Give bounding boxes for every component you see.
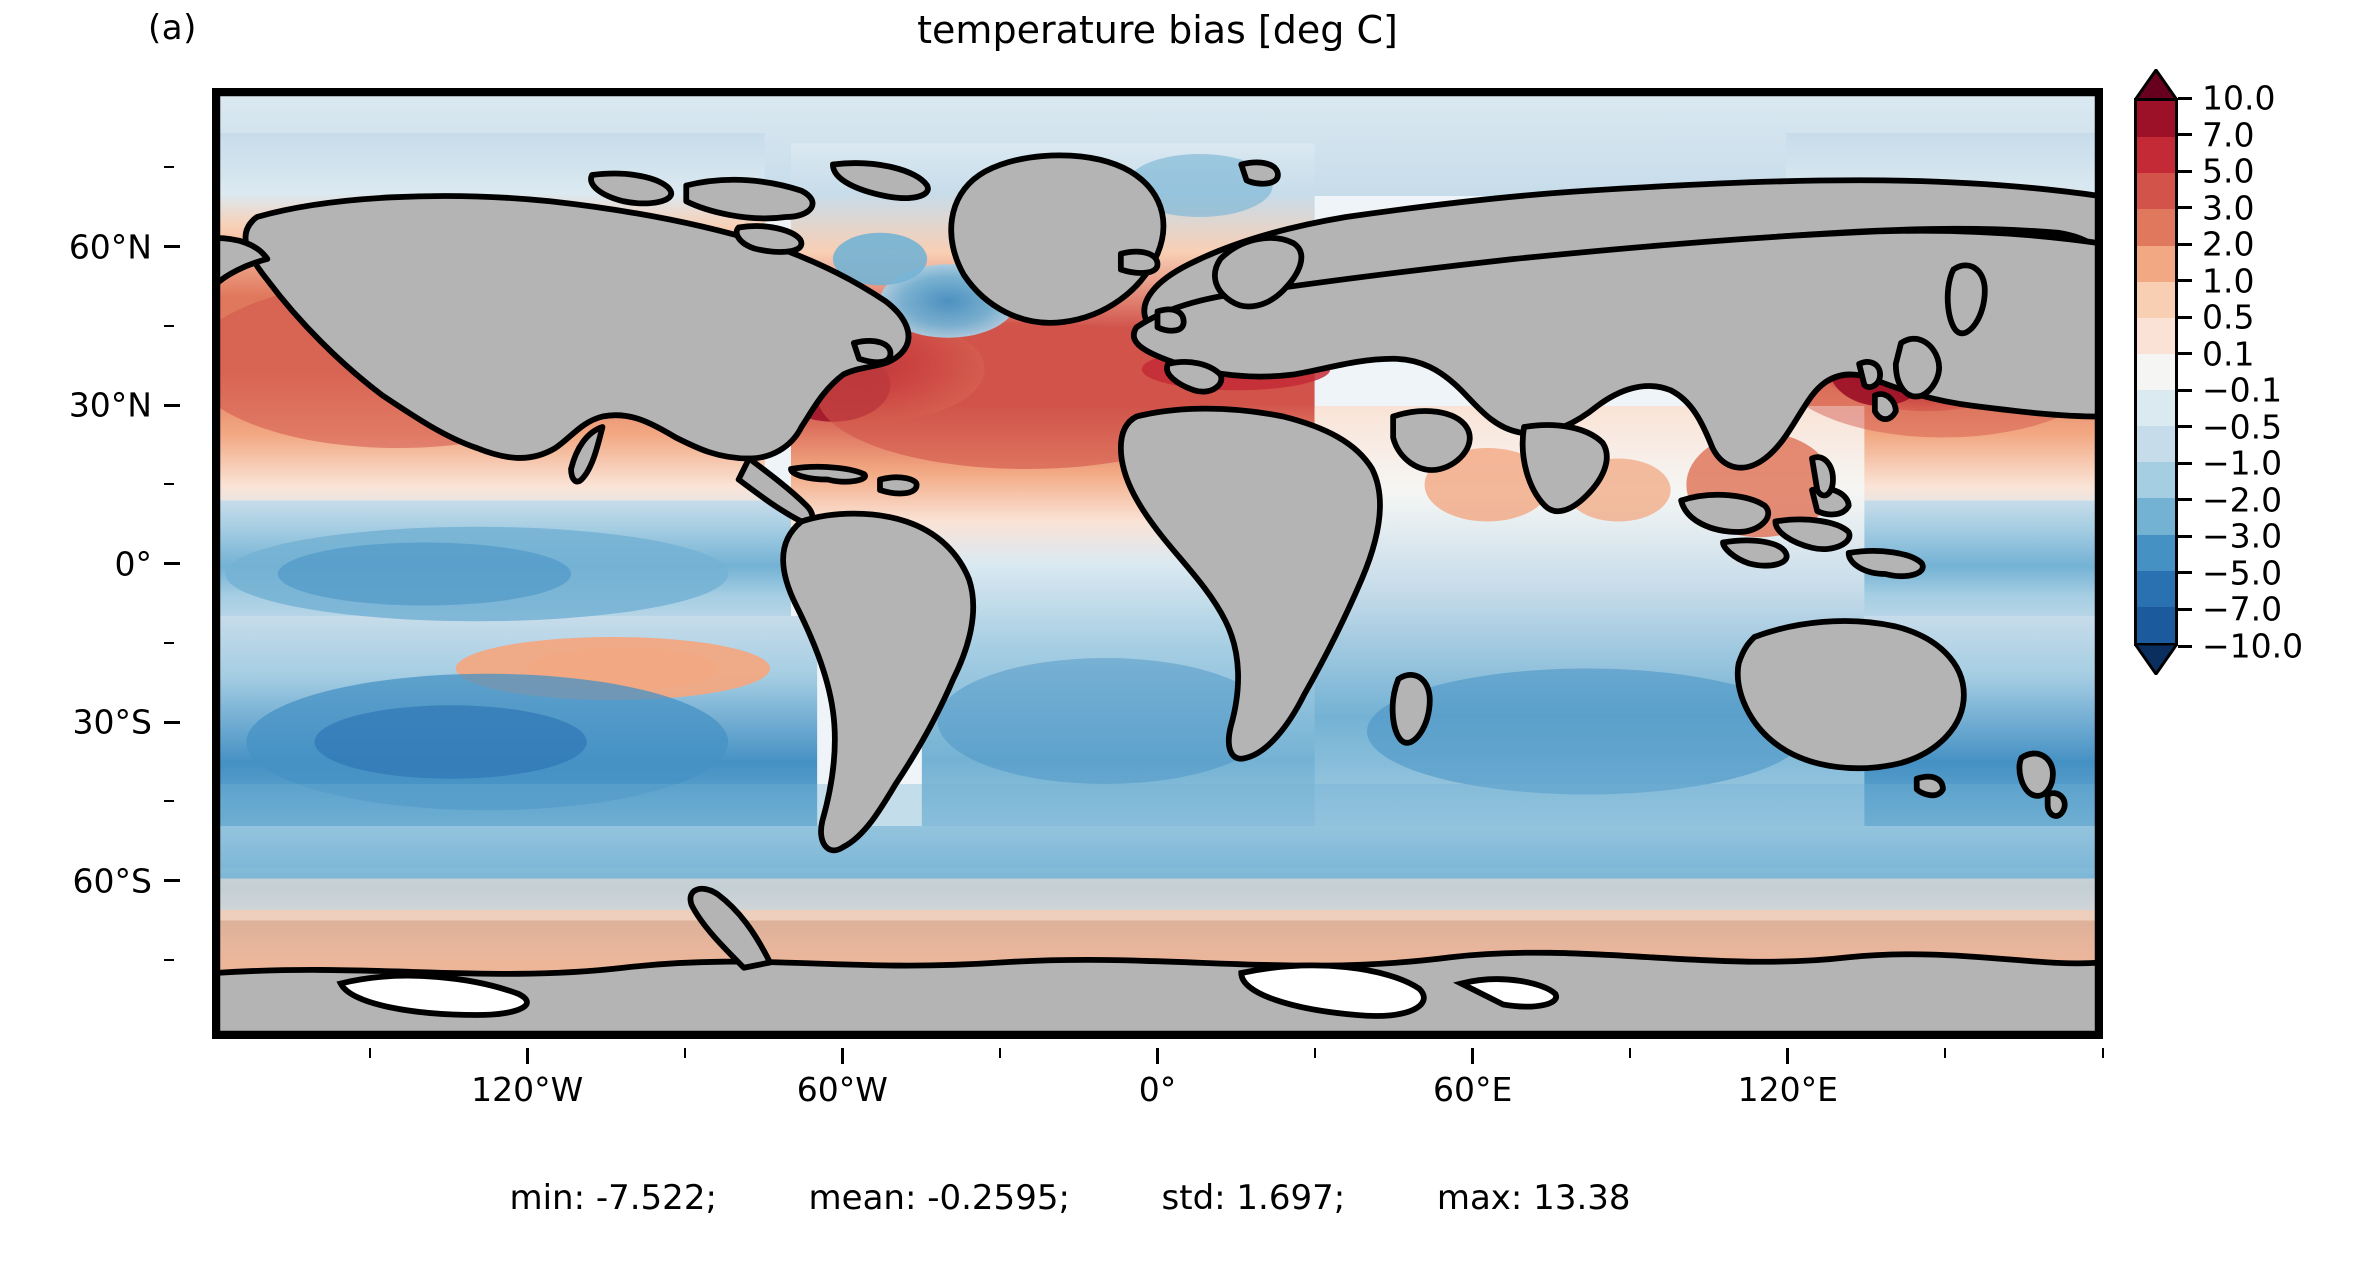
colorbar-tick-mark <box>2178 315 2192 319</box>
colorbar-tick-mark <box>2178 534 2192 538</box>
longitude-tick-label: 0° <box>1138 1070 1177 1109</box>
latitude-tick-label: 60°N <box>68 227 152 266</box>
statistics-line: min: -7.522; mean: -0.2595; std: 1.697; … <box>0 1178 2140 1218</box>
colorbar-tick-mark <box>2178 461 2192 465</box>
longitude-minor-tick <box>683 1048 686 1058</box>
colorbar-tick-mark <box>2178 388 2192 392</box>
colorbar-tick-label: −0.1 <box>2202 370 2283 410</box>
latitude-tick-label: 0° <box>114 544 153 583</box>
colorbar-segment <box>2137 462 2175 499</box>
colorbar-ticks: 10.0 7.0 5.0 3.0 2.0 1.0 0.5 0.1 −0.1 −0.5 −1.0 −2.… <box>2126 72 2362 672</box>
colorbar-tick-label: −1.0 <box>2202 443 2283 483</box>
colorbar-tick-mark <box>2178 133 2192 137</box>
panel-label: (a) <box>148 8 197 48</box>
colorbar-segment <box>2137 281 2175 318</box>
colorbar-tick-mark <box>2178 242 2192 246</box>
stat-mean: mean: -0.2595; <box>808 1178 1070 1218</box>
longitude-minor-tick <box>1314 1048 1317 1058</box>
colorbar-tick-label: 2.0 <box>2202 224 2255 264</box>
longitude-minor-tick <box>1629 1048 1632 1058</box>
colorbar-segment <box>2137 534 2175 571</box>
colorbar-segment <box>2137 498 2175 535</box>
longitude-tick-label: 60°E <box>1432 1070 1513 1109</box>
latitude-tick-mark <box>164 879 180 882</box>
latitude-tick-mark <box>164 403 180 407</box>
colorbar-segment <box>2137 606 2175 643</box>
colorbar-tick-label: 1.0 <box>2202 261 2255 301</box>
colorbar-tick-label: −7.0 <box>2202 589 2283 629</box>
longitude-minor-tick <box>2102 1048 2104 1058</box>
colorbar-tick-label: −10.0 <box>2202 626 2304 666</box>
latitude-minor-tick <box>164 483 174 486</box>
colorbar-tick-label: 3.0 <box>2202 188 2255 228</box>
colorbar-tick-label: −5.0 <box>2202 553 2283 593</box>
latitude-tick-label: 30°S <box>72 702 152 742</box>
longitude-minor-tick <box>1944 1048 1947 1058</box>
colorbar-tick-label: −2.0 <box>2202 480 2283 520</box>
longitude-tick-label: 60°W <box>796 1070 888 1109</box>
colorbar-tick-label: 0.1 <box>2202 334 2255 374</box>
latitude-axis: 60°N 30°N 0° 30°S 60°S <box>0 88 180 1039</box>
longitude-tick-mark <box>1471 1048 1475 1064</box>
colorbar-segment <box>2137 209 2175 246</box>
colorbar-tick-mark <box>2178 206 2192 210</box>
colorbar-tick-mark <box>2178 425 2192 429</box>
colorbar-tick-mark <box>2178 644 2192 648</box>
colorbar-segment <box>2137 353 2175 390</box>
longitude-minor-tick <box>368 1048 371 1058</box>
page-title: temperature bias [deg C] <box>917 8 1398 52</box>
land-polygons <box>215 152 2100 1036</box>
colorbar-gradient <box>2134 98 2178 646</box>
colorbar-tick-mark <box>2178 498 2192 502</box>
colorbar-segment <box>2137 101 2175 138</box>
map-plot-area[interactable] <box>212 88 2103 1039</box>
longitude-tick-label: 120°W <box>471 1070 584 1109</box>
stat-min: min: -7.522; <box>509 1178 717 1218</box>
longitude-tick-mark <box>525 1048 529 1064</box>
colorbar-tick-label: 5.0 <box>2202 151 2255 191</box>
longitude-axis: 120°W 60°W 0° 60°E 120°E <box>212 1048 2104 1109</box>
world-bias-map <box>215 91 2100 1036</box>
colorbar-tick-label: 7.0 <box>2202 115 2255 155</box>
latitude-tick-mark <box>164 562 180 565</box>
colorbar-tick-label: −3.0 <box>2202 516 2283 556</box>
latitude-tick-mark <box>164 720 180 724</box>
colorbar-tick-mark <box>2178 607 2192 611</box>
longitude-tick-mark <box>1786 1048 1790 1064</box>
colorbar-tick-label: 0.5 <box>2202 297 2255 337</box>
antarctic-ice-shelves <box>336 962 1559 1019</box>
colorbar-segment <box>2137 426 2175 463</box>
latitude-minor-tick <box>164 166 174 169</box>
colorbar-tick-mark <box>2178 571 2192 575</box>
colorbar-segment <box>2137 173 2175 210</box>
colorbar-segment <box>2137 570 2175 607</box>
colorbar-tick-mark <box>2178 96 2192 100</box>
longitude-tick-label: 120°E <box>1737 1070 1838 1109</box>
colorbar-segment <box>2137 137 2175 174</box>
colorbar-tick-label: 10.0 <box>2202 78 2276 118</box>
colorbar-tick-mark <box>2178 279 2192 283</box>
longitude-minor-tick <box>998 1048 1001 1058</box>
colorbar-tick-label: −0.5 <box>2202 407 2283 447</box>
longitude-tick-mark <box>840 1048 844 1064</box>
latitude-tick-mark <box>164 245 180 248</box>
colorbar-tick-mark <box>2178 352 2192 356</box>
colorbar[interactable]: 10.0 7.0 5.0 3.0 2.0 1.0 0.5 0.1 −0.1 −0.5 −1.0 −2.… <box>2126 69 2303 675</box>
longitude-tick-mark <box>1156 1048 1159 1064</box>
latitude-tick-label: 30°N <box>68 385 152 425</box>
latitude-tick-label: 60°S <box>72 861 152 900</box>
latitude-minor-tick <box>164 800 174 803</box>
colorbar-tick-mark <box>2178 169 2192 173</box>
colorbar-segment <box>2137 390 2175 427</box>
stat-std: std: 1.697; <box>1161 1178 1346 1218</box>
latitude-minor-tick <box>164 641 174 644</box>
colorbar-segment <box>2137 317 2175 354</box>
latitude-minor-tick <box>164 958 174 961</box>
colorbar-segment <box>2137 245 2175 282</box>
latitude-minor-tick <box>164 324 174 327</box>
colorbar-under-arrow <box>2134 643 2178 675</box>
stat-max: max: 13.38 <box>1436 1178 1631 1218</box>
